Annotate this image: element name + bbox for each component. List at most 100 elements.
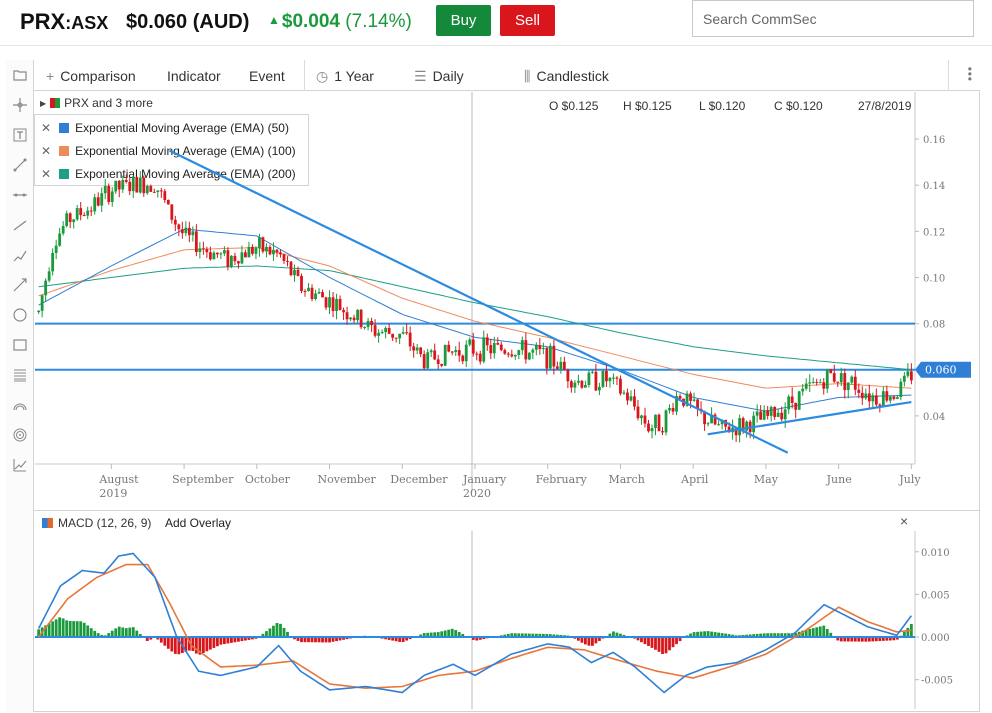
more-options-icon[interactable]: • • • [967, 62, 972, 86]
x-tick-year: 2020 [463, 487, 491, 500]
remove-ema50-icon[interactable]: ✕ [41, 121, 52, 135]
candle-body [79, 208, 83, 216]
candle-body [58, 233, 62, 246]
candle-body [471, 339, 475, 354]
comparison-menu[interactable]: + Comparison [46, 68, 136, 84]
candle-body [82, 215, 86, 217]
macd-histogram-bar [696, 631, 699, 638]
macd-histogram-bar [475, 637, 479, 641]
candle-body [384, 327, 388, 332]
panel-toggle-icon[interactable] [9, 64, 31, 86]
buy-button[interactable]: Buy [436, 5, 491, 36]
series-legend-toggle[interactable]: ▶ PRX and 3 more [40, 96, 153, 110]
candle-body [703, 411, 706, 425]
price-chart[interactable]: 0.160.140.120.100.080.060.04August2019Se… [35, 92, 980, 507]
remove-ema100-icon[interactable]: ✕ [41, 144, 52, 158]
candle-body [552, 345, 556, 367]
text-tool-icon[interactable] [9, 124, 31, 146]
toolbar-divider [948, 60, 949, 91]
x-tick-label: July [898, 473, 921, 486]
candle-body [706, 423, 710, 425]
indicator-menu[interactable]: Indicator [167, 68, 221, 84]
macd-chart[interactable]: 0.010 0.005 0.000 -0.005 [35, 531, 980, 709]
rectangle-tool-icon[interactable] [9, 334, 31, 356]
candle-body [804, 383, 808, 389]
chart-type-menu[interactable]: ⫼ Candlestick [524, 68, 609, 85]
candle-body [713, 414, 717, 425]
macd-histogram-bar [654, 637, 657, 650]
candle-body [562, 361, 566, 370]
event-menu[interactable]: Event [249, 68, 285, 84]
candle-body [426, 352, 430, 369]
macd-histogram-bar [187, 637, 191, 651]
macd-histogram-bar [587, 637, 591, 646]
macd-histogram-bar [314, 637, 317, 643]
macd-histogram-bar [433, 632, 437, 638]
macd-histogram-bar [82, 622, 86, 638]
candle-body [520, 340, 524, 351]
sell-button[interactable]: Sell [500, 5, 555, 36]
ticker-exchange: :ASX [65, 13, 109, 33]
ema50-label: Exponential Moving Average (EMA) (50) [75, 121, 289, 135]
candle-body [587, 372, 591, 385]
macd-histogram-bar [615, 632, 619, 638]
macd-histogram-bar [296, 637, 300, 641]
macd-histogram-bar [829, 632, 833, 638]
measure-tool-icon[interactable] [9, 454, 31, 476]
candle-body [909, 371, 913, 381]
y-tick-label: 0.16 [923, 135, 945, 146]
remove-ema200-icon[interactable]: ✕ [41, 167, 52, 181]
candle-body [517, 350, 521, 355]
range-menu[interactable]: ◷ 1 Year [316, 68, 374, 85]
horizontal-line-icon[interactable] [9, 184, 31, 206]
macd-histogram-bar [864, 637, 868, 642]
candle-body [317, 292, 321, 294]
macd-histogram-bar [293, 637, 296, 640]
macd-histogram-bar [219, 637, 223, 645]
macd-histogram-bar [776, 633, 780, 638]
close-macd-icon[interactable]: × [900, 513, 909, 529]
macd-histogram-bar [149, 637, 153, 640]
macd-histogram-bar [503, 634, 507, 638]
macd-histogram-bar [422, 633, 426, 638]
candle-body [450, 351, 454, 353]
crosshair-icon[interactable] [9, 94, 31, 116]
search-input[interactable] [692, 0, 974, 37]
arc-tool-icon[interactable] [9, 394, 31, 416]
circle-tool-icon[interactable] [9, 304, 31, 326]
macd-histogram-bar [47, 623, 51, 638]
candle-body [906, 371, 910, 376]
candle-body [440, 363, 444, 366]
candle-body [678, 396, 682, 399]
candle-body [489, 345, 493, 354]
macd-histogram-bar [783, 633, 787, 638]
macd-histogram-bar [110, 630, 114, 638]
line-tool-icon[interactable] [9, 154, 31, 176]
candle-body [433, 350, 437, 360]
macd-histogram-bar [555, 634, 559, 638]
candle-body [412, 346, 416, 351]
polyline-icon[interactable] [9, 244, 31, 266]
candle-body [40, 295, 44, 311]
macd-histogram-bar [128, 627, 132, 638]
ema100-label: Exponential Moving Average (EMA) (100) [75, 144, 296, 158]
chart-type-label: Candlestick [536, 68, 609, 84]
add-overlay-button[interactable]: Add Overlay [165, 516, 232, 530]
trendline-icon[interactable] [9, 214, 31, 236]
macd-histogram-bar [727, 634, 731, 638]
macd-histogram-bar [107, 633, 111, 638]
candle-body [100, 193, 104, 206]
fibonacci-icon[interactable] [9, 364, 31, 386]
macd-histogram-bar [811, 628, 815, 638]
ray-icon[interactable] [9, 274, 31, 296]
target-tool-icon[interactable] [9, 424, 31, 446]
candle-body [205, 249, 209, 253]
macd-histogram-bar [275, 622, 279, 638]
candle-body [272, 249, 275, 255]
candle-body [857, 389, 861, 393]
interval-menu[interactable]: ☰ Daily [414, 68, 464, 85]
macd-histogram-bar [836, 637, 840, 641]
macd-histogram-bar [801, 630, 805, 638]
macd-divider[interactable] [34, 510, 980, 511]
candle-body [124, 180, 128, 182]
